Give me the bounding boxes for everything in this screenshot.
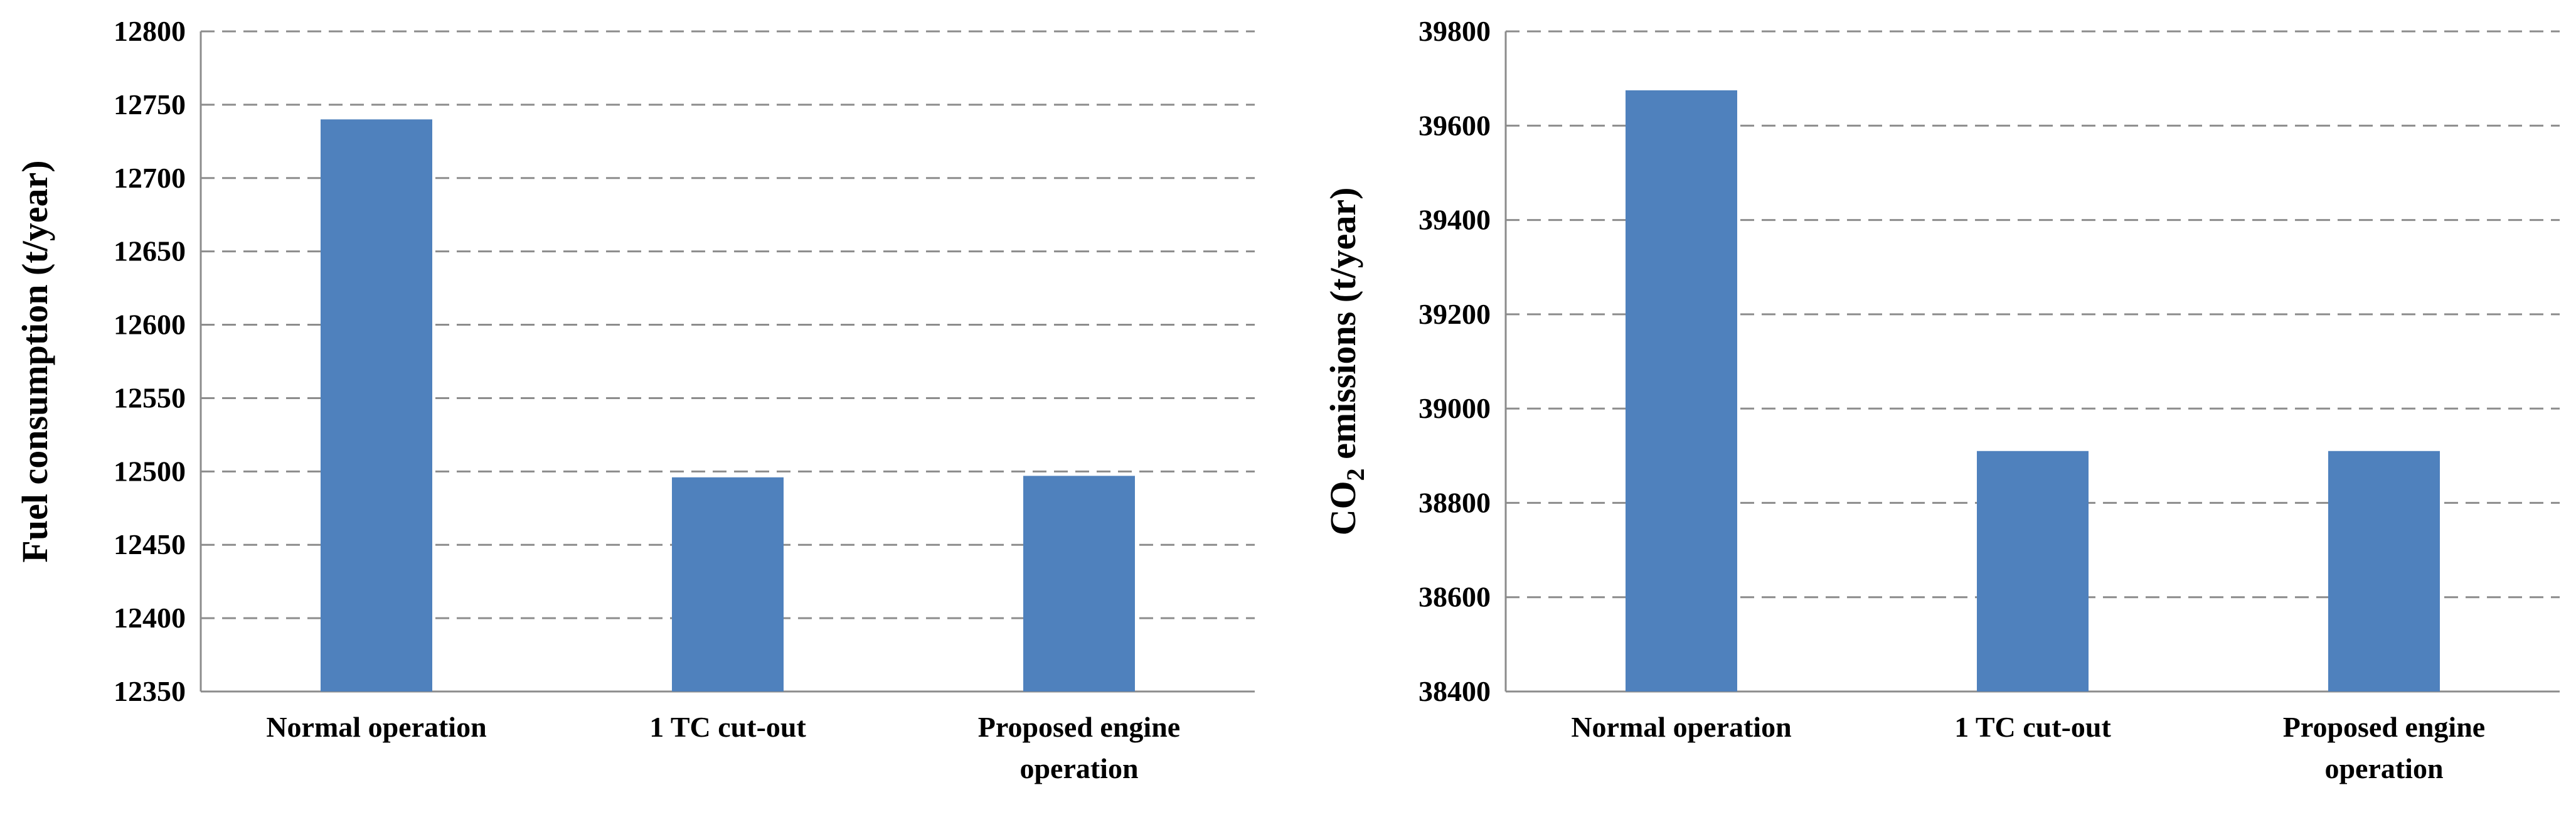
x-tick-label: Proposed engine bbox=[2283, 711, 2485, 743]
co2-emissions-chart: 38400 38600 38800 39000 39200 39400 39600 39800… bbox=[1323, 15, 2560, 784]
y-axis-label: Fuel consumption (t/year) bbox=[14, 160, 55, 562]
y-axis-label-part: CO bbox=[1323, 481, 1363, 535]
y-axis-label: CO2 emissions (t/year) bbox=[1323, 188, 1370, 536]
bar bbox=[1977, 451, 2089, 692]
bar bbox=[672, 477, 784, 692]
x-tick-label: 1 TC cut-out bbox=[649, 711, 806, 743]
bar bbox=[321, 119, 432, 692]
x-tick-label: operation bbox=[1019, 752, 1138, 784]
x-tick-label: Proposed engine bbox=[978, 711, 1180, 743]
y-tick-label: 12350 bbox=[114, 675, 186, 707]
x-tick-label: operation bbox=[2324, 752, 2443, 784]
y-tick-label: 12550 bbox=[114, 382, 186, 414]
y-tick-label: 39000 bbox=[1418, 392, 1491, 424]
y-tick-label: 12800 bbox=[114, 15, 186, 47]
y-tick-label: 38400 bbox=[1418, 675, 1491, 707]
y-tick-label: 12400 bbox=[114, 602, 186, 634]
x-tick-label: 1 TC cut-out bbox=[1954, 711, 2111, 743]
y-tick-label: 12450 bbox=[114, 528, 186, 560]
y-axis-label-subscript: 2 bbox=[1341, 468, 1370, 481]
y-axis-label-part: emissions (t/year) bbox=[1323, 188, 1363, 469]
y-tick-label: 38600 bbox=[1418, 581, 1491, 613]
bar bbox=[2328, 451, 2440, 692]
bar bbox=[1023, 476, 1135, 692]
y-tick-label: 39800 bbox=[1418, 15, 1491, 47]
y-tick-label: 39600 bbox=[1418, 109, 1491, 141]
y-tick-label: 38800 bbox=[1418, 486, 1491, 518]
y-tick-label: 39200 bbox=[1418, 298, 1491, 330]
fuel-consumption-chart: 12350 12400 12450 12500 12550 12600 12650 12700… bbox=[14, 15, 1255, 784]
x-tick-label: Normal operation bbox=[1571, 711, 1791, 743]
y-tick-label: 12700 bbox=[114, 162, 186, 194]
y-tick-label: 39400 bbox=[1418, 204, 1491, 236]
y-tick-label: 12500 bbox=[114, 455, 186, 487]
y-tick-label: 12750 bbox=[114, 88, 186, 120]
bar bbox=[1626, 90, 1737, 692]
x-tick-label: Normal operation bbox=[266, 711, 486, 743]
y-tick-label: 12600 bbox=[114, 309, 186, 341]
y-tick-label: 12650 bbox=[114, 235, 186, 267]
